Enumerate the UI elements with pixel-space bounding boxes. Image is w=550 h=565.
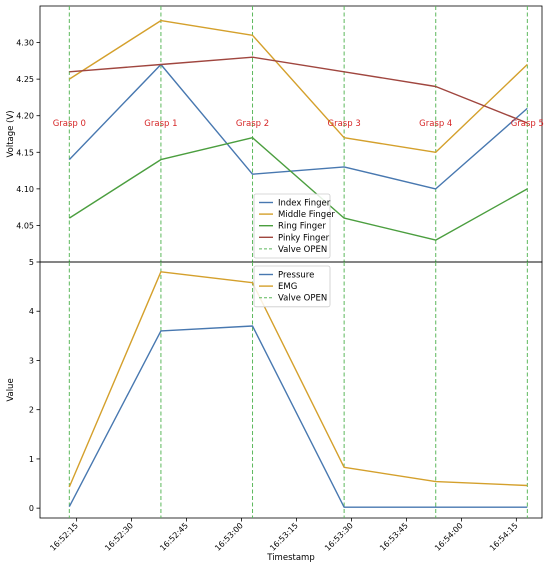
voltage-ytick-label: 4.10 xyxy=(16,185,34,194)
grasp-annotation: Grasp 2 xyxy=(236,119,269,129)
value-legend-label: Valve OPEN xyxy=(278,294,327,304)
xtick-label: 16:54:15 xyxy=(488,521,520,553)
voltage-legend-label: Index Finger xyxy=(278,199,331,209)
value-series-line-pressure xyxy=(68,325,528,508)
value-ytick-label: 2 xyxy=(29,406,34,415)
value-legend-label: EMG xyxy=(278,282,297,292)
voltage-series-line-middle-finger xyxy=(68,19,528,154)
voltage-legend-label: Pinky Finger xyxy=(278,233,330,243)
xtick-label: 16:52:45 xyxy=(158,521,190,553)
voltage-ytick-label: 4.20 xyxy=(16,112,34,121)
xtick-label: 16:53:00 xyxy=(213,521,245,553)
voltage-legend-label: Valve OPEN xyxy=(278,245,327,255)
voltage-ytick-label: 4.25 xyxy=(16,75,34,84)
value-panel: 0 1 2 3 4 5 Value 16:52:15 16:52:30 16:52:45 16:53… xyxy=(6,258,543,563)
grasp-annotation: Grasp 0 xyxy=(53,119,86,129)
voltage-series-line-pinky-finger xyxy=(69,56,528,124)
voltage-series-line-index-finger xyxy=(68,63,528,190)
value-legend-box xyxy=(253,265,331,308)
voltage-legend-box xyxy=(253,193,331,259)
xtick-label: 16:54:00 xyxy=(433,521,465,553)
xtick-label: 16:53:45 xyxy=(378,521,410,553)
voltage-series-line-ring-finger xyxy=(68,136,528,241)
value-series-line-emg xyxy=(68,271,528,488)
voltage-ytick-label: 4.15 xyxy=(16,148,34,157)
voltage-legend-label: Middle Finger xyxy=(278,210,335,220)
value-ytick-label: 0 xyxy=(29,504,34,513)
value-ytick-label: 1 xyxy=(29,455,34,464)
value-axes-frame xyxy=(39,261,543,519)
xtick-label: 16:53:15 xyxy=(268,521,300,553)
voltage-ylabel: Voltage (V) xyxy=(6,110,16,157)
grasp-annotation: Grasp 3 xyxy=(328,119,361,129)
xtick-label: 16:52:30 xyxy=(103,521,135,553)
value-legend-label: Pressure xyxy=(278,271,314,281)
voltage-panel: 4.05 4.10 4.15 4.20 4.25 4.30 Voltage (V) Grasp… xyxy=(6,5,544,263)
xlabel: Timestamp xyxy=(266,553,314,563)
grasp-annotation: Grasp 4 xyxy=(419,119,452,129)
xtick-label: 16:53:30 xyxy=(323,521,355,553)
value-ylabel: Value xyxy=(6,378,16,401)
voltage-ytick-label: 4.05 xyxy=(16,221,34,230)
value-ytick-label: 5 xyxy=(29,258,34,267)
grasp-annotation: Grasp 1 xyxy=(144,119,177,129)
value-ytick-label: 3 xyxy=(29,356,34,365)
voltage-ytick-label: 4.30 xyxy=(16,39,34,48)
voltage-legend-label: Ring Finger xyxy=(278,222,326,232)
grasp-annotation: Grasp 5 xyxy=(511,119,544,129)
xtick-label: 16:52:15 xyxy=(48,521,80,553)
value-ytick-label: 4 xyxy=(29,307,34,316)
